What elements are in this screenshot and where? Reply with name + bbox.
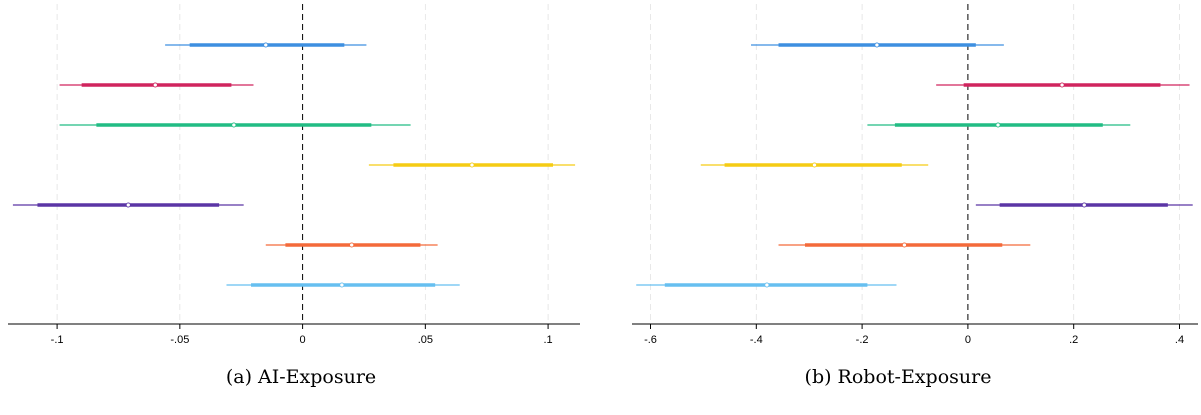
x-tick-label: 0 — [965, 334, 971, 346]
x-tick-label: -.4 — [750, 334, 763, 346]
caption-robot-exposure: (b) Robot-Exposure — [805, 366, 992, 388]
point-estimate — [1059, 82, 1065, 88]
x-tick-label: .4 — [1175, 334, 1184, 346]
x-tick-label: -.6 — [644, 334, 657, 346]
point-estimate — [469, 162, 475, 168]
x-tick-label: .05 — [418, 334, 433, 346]
x-tick-label: -.05 — [170, 334, 189, 346]
panel-robot-exposure: -.6 -.4 -.2 0 .2 .4 — [632, 4, 1198, 346]
point-estimate — [152, 82, 158, 88]
x-tick-label: -.1 — [51, 334, 64, 346]
point-estimate — [339, 282, 345, 288]
point-estimate — [811, 162, 818, 168]
x-tick-label: .1 — [543, 334, 552, 346]
point-estimate — [874, 42, 880, 48]
caption-ai-exposure: (a) AI-Exposure — [226, 366, 376, 388]
x-tick-label: 0 — [300, 334, 306, 346]
point-estimate — [125, 202, 131, 208]
point-estimate — [764, 282, 770, 288]
point-estimate — [1081, 202, 1087, 208]
point-estimate — [995, 122, 1001, 128]
point-estimate — [901, 242, 907, 248]
panel-ai-exposure: -.1 -.05 0 .05 .1 — [8, 4, 580, 346]
point-estimate — [231, 122, 237, 128]
x-tick-label: .2 — [1069, 334, 1078, 346]
x-tick-label: -.2 — [856, 334, 869, 346]
point-estimate — [263, 42, 269, 48]
point-estimate — [349, 242, 355, 248]
